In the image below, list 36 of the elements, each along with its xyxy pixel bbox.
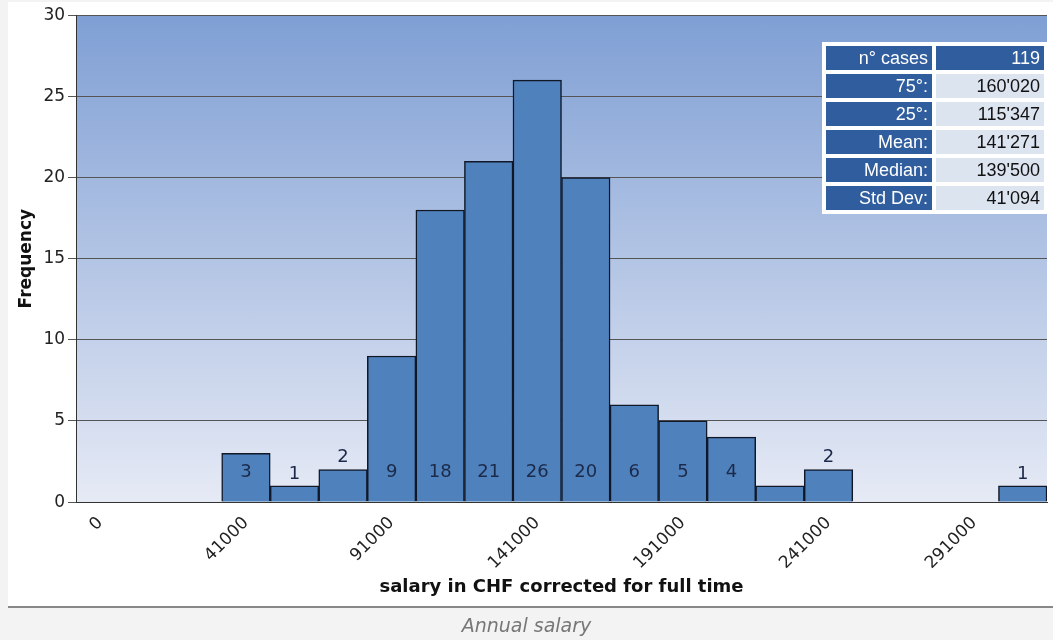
annotation: 25°: [826, 102, 932, 126]
x-axis-title: salary in CHF corrected for full time [379, 574, 744, 596]
y-tick-label: 5 [54, 409, 66, 430]
text: Annual salary [460, 614, 593, 636]
y-tick-label: 0 [54, 490, 66, 511]
data-label: 6 [628, 459, 641, 481]
annotation: 119 [936, 46, 1044, 70]
data-label: 26 [525, 459, 549, 481]
annotation: 41'094 [936, 186, 1044, 210]
annotation: 160'020 [936, 74, 1044, 98]
data-label: 9 [385, 459, 398, 481]
y-tick-label: 25 [43, 84, 66, 105]
data-label: 18 [428, 459, 452, 481]
y-axis-title: Frequency [14, 208, 35, 309]
annotation: Std Dev: [826, 186, 932, 210]
data-label: 4 [725, 459, 738, 481]
y-tick-label: 20 [43, 165, 66, 186]
y-tick-label: 30 [43, 3, 66, 24]
annotation: 75°: [826, 74, 932, 98]
data-label: 20 [574, 459, 598, 481]
data-label: 3 [240, 459, 252, 481]
data-label: 2 [337, 445, 349, 467]
y-tick-label: 10 [43, 328, 66, 349]
annotation: 141'271 [936, 130, 1044, 154]
data-label: 5 [677, 459, 689, 481]
annotation: Median: [826, 158, 932, 182]
data-label: 2 [822, 445, 835, 467]
annotation: Mean: [826, 130, 932, 154]
y-tick-label: 15 [43, 247, 66, 268]
data-label: 21 [477, 459, 501, 481]
data-label: 1 [288, 461, 301, 483]
annotation: 139'500 [936, 158, 1044, 182]
x-tick-label: 0 [84, 512, 107, 534]
annotation: n° cases [826, 46, 932, 70]
annotation: 115'347 [936, 102, 1044, 126]
data-label: 1 [1017, 461, 1029, 483]
